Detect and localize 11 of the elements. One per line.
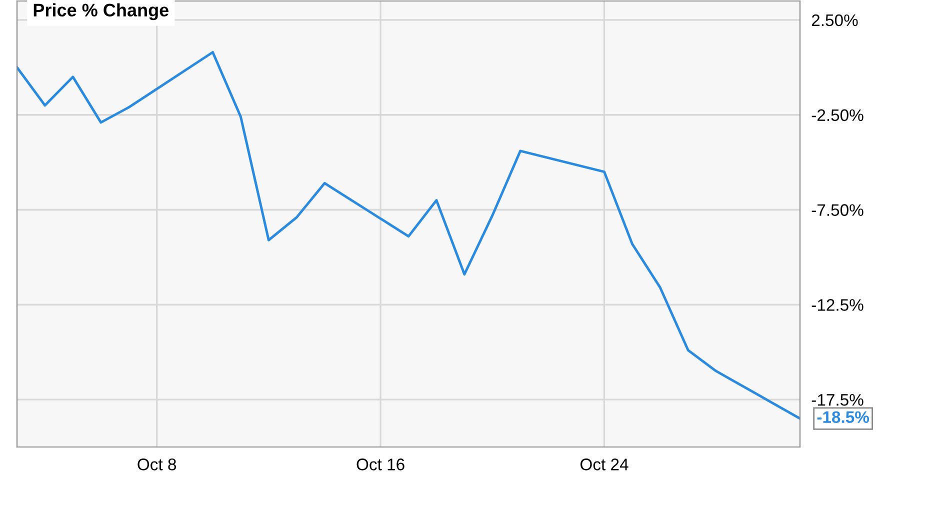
y-tick-label: -7.50% [812, 204, 864, 216]
annotation: -18.5% [817, 411, 870, 424]
y-tick-label: -12.5% [812, 299, 864, 311]
chart-title: Price % Change [34, 3, 169, 20]
x-tick-label: Oct 16 [356, 458, 404, 470]
y-tick-label: -17.5% [812, 394, 864, 406]
x-tick-label: Oct 8 [138, 458, 176, 470]
y-tick-label: 2.50% [812, 14, 858, 26]
line-series [17, 50, 800, 420]
x-tick-label: Oct 24 [580, 458, 628, 470]
y-tick-label: -2.50% [812, 109, 864, 122]
